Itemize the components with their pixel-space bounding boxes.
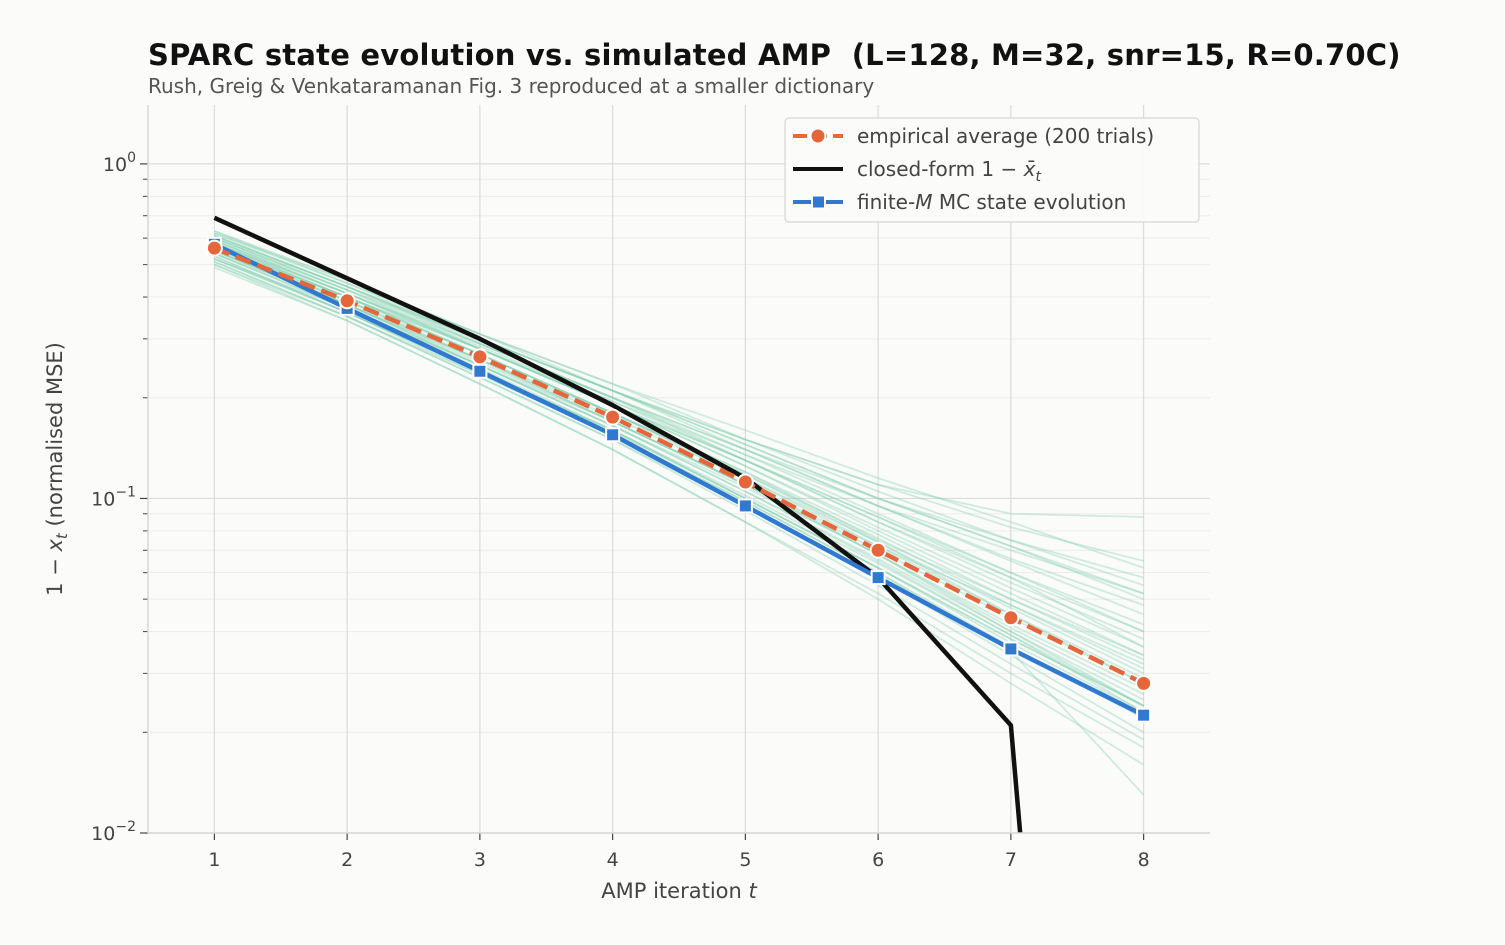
trial-curve xyxy=(214,242,1144,579)
finite-m-point xyxy=(737,498,753,514)
empirical-point xyxy=(338,292,356,310)
empirical-point xyxy=(1002,609,1020,627)
trial-curve xyxy=(214,239,1144,562)
empirical-line xyxy=(213,246,1145,686)
trial-curve xyxy=(214,237,1144,626)
x-axis-label: AMP iteration t xyxy=(601,879,757,903)
trial-curve xyxy=(214,252,1145,675)
y-tick-label: 100 xyxy=(103,150,136,176)
chart-title: SPARC state evolution vs. simulated AMP … xyxy=(148,38,1401,72)
trial-curve xyxy=(214,234,1144,595)
trial-curve xyxy=(214,237,1144,518)
x-tick-label: 1 xyxy=(208,849,220,871)
trial-curve xyxy=(214,258,1145,707)
trial-curve xyxy=(214,255,1145,707)
closed-form-line xyxy=(213,215,1023,833)
trial-curve xyxy=(214,234,1144,606)
x-tick-label: 4 xyxy=(607,849,619,871)
x-tick-label: 5 xyxy=(739,849,751,871)
trial-curve xyxy=(214,260,1145,741)
y-tick-label: 10−2 xyxy=(91,819,136,845)
trial-curve xyxy=(214,247,1145,707)
trial-curve xyxy=(214,263,1145,766)
empirical-point xyxy=(604,408,622,426)
empirical-point xyxy=(205,239,223,257)
trial-curve xyxy=(214,239,1145,657)
x-tick-label: 6 xyxy=(872,849,884,871)
x-tick-label: 8 xyxy=(1138,849,1150,871)
trial-curve xyxy=(214,232,1144,569)
chart-subtitle: Rush, Greig & Venkataramanan Fig. 3 repr… xyxy=(148,74,875,98)
legend-finite-m-label: finite-M MC state evolution xyxy=(857,190,1126,214)
trial-curve xyxy=(214,242,1145,648)
legend: empirical average (200 trials) closed-for… xyxy=(784,117,1200,223)
trial-curve xyxy=(214,249,1144,665)
empirical-point xyxy=(1135,674,1153,692)
legend-box xyxy=(784,117,1200,223)
series-lines xyxy=(213,215,1145,833)
trial-curve xyxy=(214,266,1145,749)
empirical-point xyxy=(869,541,887,559)
y-axis-label: 1 − xt (normalised MSE) xyxy=(43,342,71,596)
finite-m-point xyxy=(1136,707,1152,723)
y-tick-label: 10−1 xyxy=(91,484,136,510)
trial-curve xyxy=(214,249,1145,713)
trial-curve xyxy=(214,258,1145,707)
trial-curve xyxy=(214,234,1144,633)
series-markers xyxy=(205,236,1153,723)
x-tick-label: 3 xyxy=(474,849,486,871)
trial-curve xyxy=(214,237,1144,633)
trial-curve xyxy=(214,244,1144,595)
trial-curve xyxy=(214,230,1144,616)
empirical-point xyxy=(736,473,754,491)
finite-m-point xyxy=(605,427,621,443)
x-tick-label: 2 xyxy=(341,849,353,871)
legend-empirical-marker xyxy=(809,127,827,145)
x-tick-label: 7 xyxy=(1005,849,1017,871)
trial-curve xyxy=(214,239,1144,648)
legend-finite-m-marker xyxy=(811,194,826,210)
empirical-point xyxy=(471,348,489,366)
finite-m-point xyxy=(1003,641,1019,657)
trial-curve xyxy=(214,247,1145,701)
axes: 100 10−1 10−2 1 2 3 4 5 6 7 8 AMP iteration t 1 − xt… xyxy=(43,105,1210,903)
legend-closed-form-label: closed-form 1 − x̄t xyxy=(857,157,1041,185)
finite-m-line xyxy=(213,242,1145,718)
trial-curve xyxy=(214,244,1144,640)
finite-m-point xyxy=(870,570,886,586)
legend-empirical-label: empirical average (200 trials) xyxy=(857,124,1154,148)
finite-m-point xyxy=(472,363,488,379)
